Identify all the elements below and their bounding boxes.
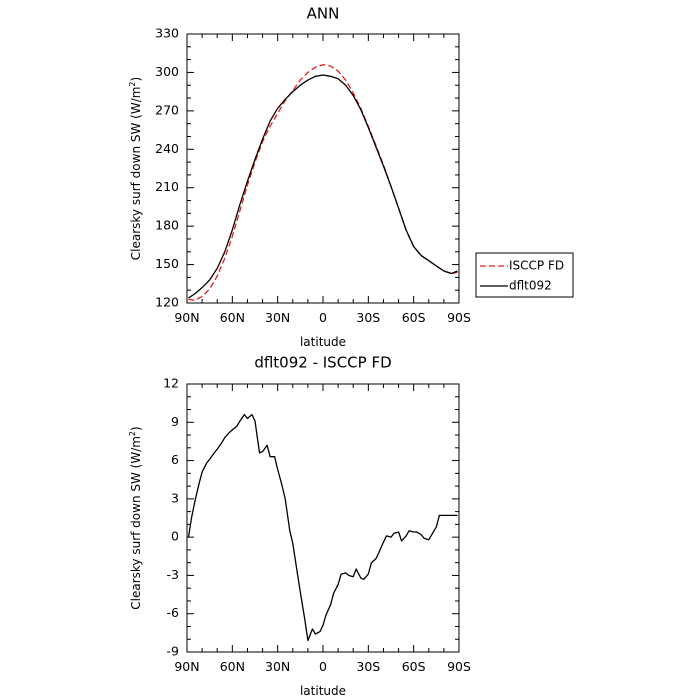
legend-box (475, 252, 574, 298)
chart-difference: dflt092 - ISCCP FD 90N 60N 30N 0 30S 60S 90S -9 -… (128, 354, 471, 699)
series-line-diff-0 (187, 413, 458, 642)
y-tick-label: 270 (155, 102, 179, 117)
y-tick-label: 9 (171, 414, 179, 429)
y-axis-label-superscript: 2 (128, 81, 137, 86)
x-tick-label: 90N (174, 659, 199, 674)
x-tick-label: 60N (220, 310, 245, 325)
x-tick-label: 30N (265, 310, 290, 325)
chart-title: dflt092 - ISCCP FD (254, 354, 391, 372)
y-axis-label: Clearsky surf down SW (W/m2) (128, 77, 143, 260)
series-line-dflt092 (188, 74, 458, 299)
y-axis-label-close: ) (129, 426, 143, 431)
x-axis-label: latitude (300, 684, 346, 698)
y-tick-label: -3 (167, 567, 179, 582)
y-tick-label: 240 (155, 141, 179, 156)
y-tick-label: 120 (155, 295, 179, 310)
y-tick-label: 3 (171, 490, 179, 505)
x-tick-label: 0 (319, 659, 327, 674)
y-axis-label: Clearsky surf down SW (W/m2) (128, 426, 143, 609)
y-axis-label-close: ) (129, 77, 143, 82)
y-tick-label: 150 (155, 256, 179, 271)
legend-label: dflt092 (509, 279, 552, 293)
series-line-isccp-fd (188, 64, 458, 302)
plot-frame (186, 383, 460, 653)
y-tick-label: -6 (167, 605, 180, 620)
y-axis-label-text: Clearsky surf down SW (W/m (129, 436, 143, 610)
legend: ISCCP FD dflt092 (475, 252, 574, 298)
chart-title: ANN (307, 5, 340, 23)
y-tick-label: -9 (167, 644, 180, 659)
y-tick-label: 0 (171, 529, 179, 544)
plot-frame (186, 33, 460, 304)
x-tick-label: 60S (402, 659, 426, 674)
x-tick-label: 30N (265, 659, 290, 674)
chart-ann: ANN 90N 60N 30N 0 30S 60S 90S 120 150 180 210 240 270… (128, 5, 574, 349)
legend-label: ISCCP FD (509, 259, 564, 273)
x-tick-label: 60S (402, 310, 426, 325)
x-tick-label: 0 (319, 310, 327, 325)
x-tick-label: 90S (447, 659, 471, 674)
x-tick-label: 90N (174, 310, 199, 325)
x-tick-label: 60N (220, 659, 245, 674)
x-tick-label: 90S (447, 310, 471, 325)
y-tick-label: 12 (163, 376, 179, 391)
y-tick-label: 6 (171, 452, 179, 467)
y-axis-label-text: Clearsky surf down SW (W/m (129, 87, 143, 261)
x-tick-label: 30S (356, 659, 380, 674)
y-axis-label-superscript: 2 (128, 431, 137, 436)
y-tick-label: 180 (155, 218, 179, 233)
y-tick-label: 300 (155, 64, 179, 79)
y-tick-label: 210 (155, 179, 179, 194)
y-tick-label: 330 (155, 26, 179, 41)
x-tick-label: 30S (356, 310, 380, 325)
x-axis-label: latitude (300, 335, 346, 349)
